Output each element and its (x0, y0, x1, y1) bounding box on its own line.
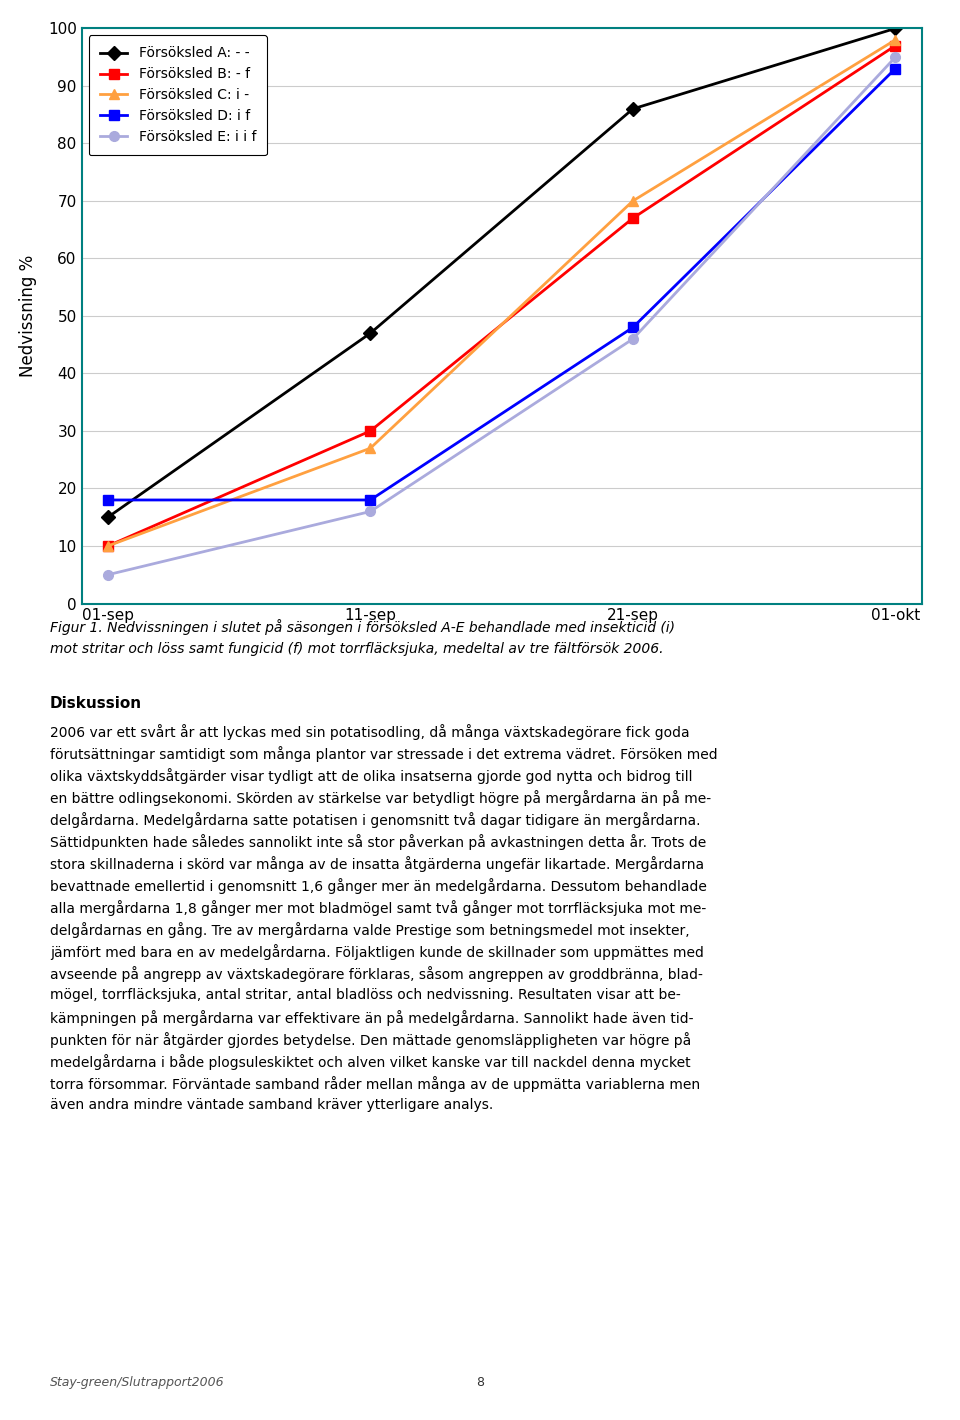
Text: avseende på angrepp av växtskadegörare förklaras, såsom angreppen av groddbränna: avseende på angrepp av växtskadegörare f… (50, 966, 703, 983)
Text: medelgårdarna i både plogsuleskiktet och alven vilket kanske var till nackdel de: medelgårdarna i både plogsuleskiktet och… (50, 1054, 690, 1071)
Text: mögel, torrfläcksjuka, antal stritar, antal bladlöss och nedvissning. Resultaten: mögel, torrfläcksjuka, antal stritar, an… (50, 988, 681, 1003)
Text: en bättre odlingsekonomi. Skörden av stärkelse var betydligt högre på mergårdarn: en bättre odlingsekonomi. Skörden av stä… (50, 790, 711, 807)
Text: punkten för när åtgärder gjordes betydelse. Den mättade genomsläppligheten var h: punkten för när åtgärder gjordes betydel… (50, 1032, 691, 1048)
Text: stora skillnaderna i skörd var många av de insatta åtgärderna ungefär likartade.: stora skillnaderna i skörd var många av … (50, 856, 704, 872)
Text: olika växtskyddsåtgärder visar tydligt att de olika insatserna gjorde god nytta : olika växtskyddsåtgärder visar tydligt a… (50, 768, 692, 784)
Försöksled E: i i f: (20, 46): i i f: (20, 46) (627, 331, 638, 348)
Text: jämfört med bara en av medelgårdarna. Följaktligen kunde de skillnader som uppmä: jämfört med bara en av medelgårdarna. Fö… (50, 944, 704, 960)
Försöksled B: - f: (20, 67): - f: (20, 67) (627, 210, 638, 227)
Försöksled E: i i f: (0, 5): i i f: (0, 5) (102, 567, 113, 584)
Försöksled D: i f: (30, 93): i f: (30, 93) (890, 60, 901, 77)
Försöksled E: i i f: (10, 16): i i f: (10, 16) (365, 503, 376, 520)
Försöksled D: i f: (20, 48): i f: (20, 48) (627, 320, 638, 337)
Försöksled E: i i f: (30, 95): i i f: (30, 95) (890, 48, 901, 65)
Försöksled C: i -: (30, 98): i -: (30, 98) (890, 31, 901, 48)
Text: 8: 8 (476, 1376, 484, 1389)
Text: Diskussion: Diskussion (50, 696, 142, 711)
Line: Försöksled A: - -: Försöksled A: - - (103, 24, 900, 523)
Y-axis label: Nedvissning %: Nedvissning % (19, 254, 36, 378)
Text: delgårdarna. Medelgårdarna satte potatisen i genomsnitt två dagar tidigare än me: delgårdarna. Medelgårdarna satte potatis… (50, 812, 701, 828)
Text: delgårdarnas en gång. Tre av mergårdarna valde Prestige som betningsmedel mot in: delgårdarnas en gång. Tre av mergårdarna… (50, 923, 689, 939)
Line: Försöksled C: i -: Försöksled C: i - (103, 36, 900, 551)
Försöksled B: - f: (10, 30): - f: (10, 30) (365, 423, 376, 440)
Försöksled D: i f: (10, 18): i f: (10, 18) (365, 491, 376, 508)
Text: 2006 var ett svårt år att lyckas med sin potatisodling, då många växtskadegörare: 2006 var ett svårt år att lyckas med sin… (50, 724, 689, 740)
Försöksled C: i -: (0, 10): i -: (0, 10) (102, 538, 113, 555)
Text: Stay-green/Slutrapport2006: Stay-green/Slutrapport2006 (50, 1376, 225, 1389)
Text: mot stritar och löss samt fungicid (f) mot torrfläcksjuka, medeltal av tre fältf: mot stritar och löss samt fungicid (f) m… (50, 642, 663, 656)
Text: även andra mindre väntade samband kräver ytterligare analys.: även andra mindre väntade samband kräver… (50, 1099, 493, 1112)
Försöksled C: i -: (10, 27): i -: (10, 27) (365, 440, 376, 457)
Försöksled A: - -: (10, 47): - -: (10, 47) (365, 325, 376, 342)
Text: bevattnade emellertid i genomsnitt 1,6 gånger mer än medelgårdarna. Dessutom beh: bevattnade emellertid i genomsnitt 1,6 g… (50, 878, 707, 895)
Text: torra försommar. Förväntade samband råder mellan många av de uppmätta variablern: torra försommar. Förväntade samband råde… (50, 1076, 700, 1092)
Försöksled A: - -: (20, 86): - -: (20, 86) (627, 101, 638, 118)
Försöksled B: - f: (0, 10): - f: (0, 10) (102, 538, 113, 555)
Försöksled A: - -: (0, 15): - -: (0, 15) (102, 508, 113, 525)
Försöksled B: - f: (30, 97): - f: (30, 97) (890, 37, 901, 54)
Text: kämpningen på mergårdarna var effektivare än på medelgårdarna. Sannolikt hade äv: kämpningen på mergårdarna var effektivar… (50, 1011, 693, 1027)
Line: Försöksled D: i f: Försöksled D: i f (103, 64, 900, 506)
Text: alla mergårdarna 1,8 gånger mer mot bladmögel samt två gånger mot torrfläcksjuka: alla mergårdarna 1,8 gånger mer mot blad… (50, 900, 707, 916)
Försöksled D: i f: (0, 18): i f: (0, 18) (102, 491, 113, 508)
Line: Försöksled E: i i f: Försöksled E: i i f (103, 53, 900, 579)
Text: förutsättningar samtidigt som många plantor var stressade i det extrema vädret. : förutsättningar samtidigt som många plan… (50, 747, 717, 763)
Line: Försöksled B: - f: Försöksled B: - f (103, 41, 900, 551)
Text: Sättidpunkten hade således sannolikt inte så stor påverkan på avkastningen detta: Sättidpunkten hade således sannolikt int… (50, 834, 707, 851)
Försöksled C: i -: (20, 70): i -: (20, 70) (627, 192, 638, 209)
Försöksled A: - -: (30, 100): - -: (30, 100) (890, 20, 901, 37)
Legend: Försöksled A: - -, Försöksled B: - f, Försöksled C: i -, Försöksled D: i f, Förs: Försöksled A: - -, Försöksled B: - f, Fö… (88, 36, 267, 155)
Text: Figur 1. Nedvissningen i slutet på säsongen i försöksled A-E behandlade med inse: Figur 1. Nedvissningen i slutet på säson… (50, 619, 675, 635)
